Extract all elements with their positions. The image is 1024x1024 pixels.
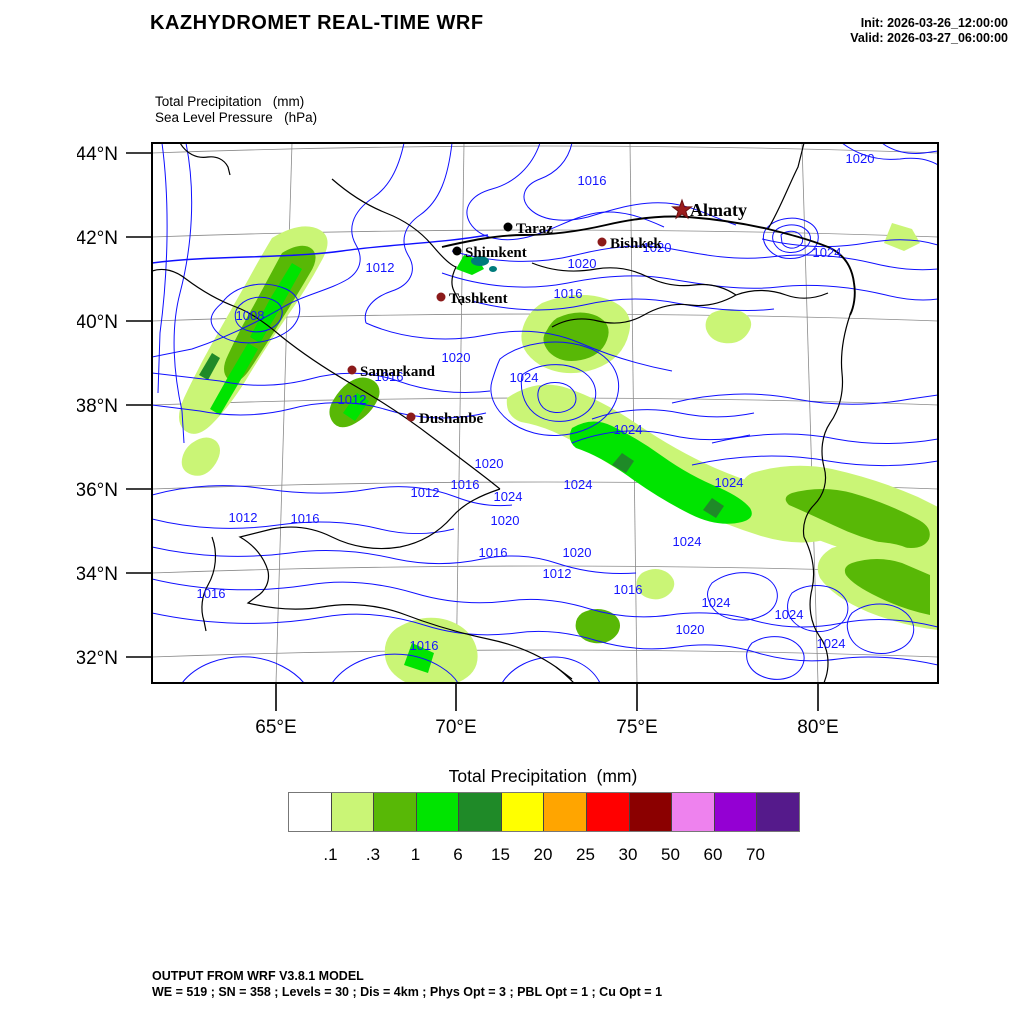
lat-tick-label: 34°N xyxy=(77,564,118,585)
colorbar-cell xyxy=(714,793,758,831)
contour-label: 1020 xyxy=(846,151,875,166)
contour-label: 1016 xyxy=(578,173,607,188)
contour-label: 1016 xyxy=(614,582,643,597)
contour-label: 1024 xyxy=(715,475,744,490)
map-layers xyxy=(152,143,938,683)
colorbar-tick-label: .1 xyxy=(323,845,338,864)
contour-label: 1008 xyxy=(236,308,265,323)
lon-tick-label: 75°E xyxy=(616,717,657,738)
contour-label: 1024 xyxy=(817,636,846,651)
contour-label: 1020 xyxy=(563,545,592,560)
lat-tick-label: 44°N xyxy=(77,144,118,165)
weather-map: 44°N 42°N 40°N 38°N 36°N 34°N 32°N 65°E 70°E 75°E… xyxy=(77,142,939,738)
city-marker-dot xyxy=(436,292,446,302)
footer-config-line: WE = 519 ; SN = 358 ; Levels = 30 ; Dis … xyxy=(152,985,663,999)
contour-label: 1012 xyxy=(366,260,395,275)
contour-label: 1024 xyxy=(564,477,593,492)
contour-label: 1024 xyxy=(614,422,643,437)
city-label: Bishkek xyxy=(610,236,662,252)
colorbar-tick-label: 20 xyxy=(533,845,553,864)
lat-tick-label: 38°N xyxy=(77,396,118,417)
contour-label: 1020 xyxy=(568,256,597,271)
colorbar-cell xyxy=(757,793,799,831)
contour-label: 1024 xyxy=(494,489,523,504)
lat-tick-label: 36°N xyxy=(77,480,118,501)
lat-tick-label: 40°N xyxy=(77,312,118,333)
contour-label: 1020 xyxy=(491,513,520,528)
contour-label: 1024 xyxy=(813,245,842,260)
contour-label: 1020 xyxy=(676,622,705,637)
colorbar-cell xyxy=(459,793,502,831)
lon-tick-label: 80°E xyxy=(797,717,838,738)
city-label: Taraz xyxy=(516,221,553,237)
colorbar-cell xyxy=(544,793,588,831)
city-marker-star xyxy=(671,198,693,220)
contour-label: 1020 xyxy=(442,350,471,365)
footer-model-line: OUTPUT FROM WRF V3.8.1 MODEL xyxy=(152,969,364,983)
contour-label: 1020 xyxy=(643,240,672,255)
pressure-contours xyxy=(152,143,938,683)
contour-label: 1016 xyxy=(375,369,404,384)
city-label: Samarkand xyxy=(360,364,436,380)
colorbar-cell xyxy=(501,793,545,831)
colorbar-cell xyxy=(416,793,460,831)
contour-label: 1016 xyxy=(554,286,583,301)
colorbar-tick-label: 6 xyxy=(453,845,463,864)
colorbar-tick-label: 70 xyxy=(746,845,765,864)
field-label-slp: Sea Level Pressure (hPa) xyxy=(155,110,318,125)
contour-label: 1016 xyxy=(451,477,480,492)
contour-label: 1016 xyxy=(291,511,320,526)
contour-label: 1016 xyxy=(197,586,226,601)
colorbar-cell xyxy=(629,793,673,831)
page-title: KAZHYDROMET REAL-TIME WRF xyxy=(150,12,484,34)
valid-timestamp: Valid: 2026-03-27_06:00:00 xyxy=(850,31,1008,45)
country-borders xyxy=(152,143,856,683)
city-marker-dot xyxy=(503,222,513,232)
contour-label: 1024 xyxy=(510,370,539,385)
colorbar-cell xyxy=(331,793,375,831)
city-marker-dot xyxy=(597,237,607,247)
field-label-precip: Total Precipitation (mm) xyxy=(155,94,305,109)
contour-label: 1012 xyxy=(411,485,440,500)
city-label: Shimkent xyxy=(465,245,527,261)
colorbar-tick-label: 25 xyxy=(576,845,595,864)
contour-label: 1024 xyxy=(775,607,804,622)
colorbar-tick-label: 50 xyxy=(661,845,680,864)
contour-label: 1012 xyxy=(543,566,572,581)
colorbar-tick-label: 30 xyxy=(618,845,638,864)
lat-tick-label: 42°N xyxy=(77,228,118,249)
city-label: Almaty xyxy=(690,200,747,220)
colorbar-title: Total Precipitation (mm) xyxy=(448,766,638,786)
lon-tick-label: 70°E xyxy=(435,717,476,738)
colorbar-cell xyxy=(587,793,630,831)
contour-label: 1012 xyxy=(338,392,367,407)
colorbar-cell xyxy=(289,793,332,831)
city-label: Dushanbe xyxy=(419,411,484,427)
lon-tick-label: 65°E xyxy=(255,717,296,738)
contour-label: 1020 xyxy=(475,456,504,471)
colorbar-tick-label: 15 xyxy=(491,845,510,864)
city-marker-dot xyxy=(347,365,357,375)
contour-label: 1024 xyxy=(673,534,702,549)
map-frame xyxy=(151,142,939,684)
colorbar-tick-label: 60 xyxy=(703,845,723,864)
colorbar-cell xyxy=(672,793,715,831)
city-marker-dot xyxy=(406,412,416,422)
colorbar-tick-label: .3 xyxy=(365,845,381,864)
contour-label: 1024 xyxy=(702,595,731,610)
colorbar-tick-label: 1 xyxy=(410,845,421,864)
contour-label: 1016 xyxy=(479,545,508,560)
contour-label: 1016 xyxy=(410,638,439,653)
lat-tick-label: 32°N xyxy=(77,648,118,669)
precip-shading xyxy=(179,223,938,683)
city-label: Tashkent xyxy=(449,291,508,307)
colorbar-cell xyxy=(374,793,417,831)
lake-shapes xyxy=(471,256,497,272)
city-marker-dot xyxy=(452,246,462,256)
colorbar xyxy=(288,792,800,832)
contour-label: 1012 xyxy=(229,510,258,525)
map-annotations: 44°N 42°N 40°N 38°N 36°N 34°N 32°N 65°E 70°E 75°E… xyxy=(77,144,874,738)
colorbar-labels: .1 .3 1 6 15 20 25 30 50 60 70 xyxy=(288,845,798,865)
init-timestamp: Init: 2026-03-26_12:00:00 xyxy=(860,16,1008,30)
